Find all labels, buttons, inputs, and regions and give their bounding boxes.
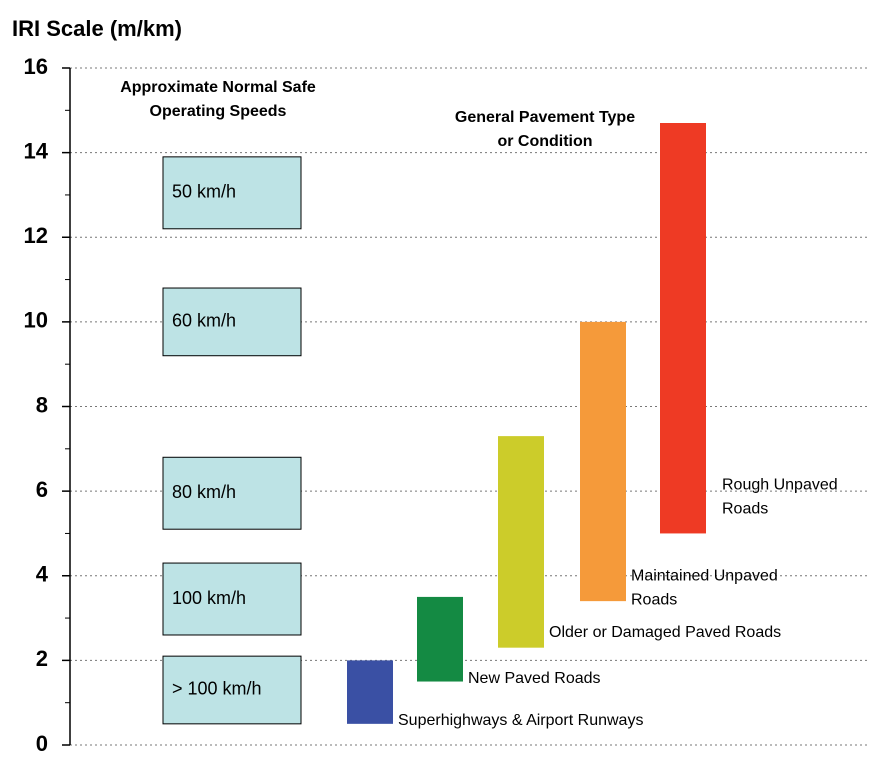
speed-label: > 100 km/h	[172, 679, 262, 699]
chart-title: IRI Scale (m/km)	[12, 16, 182, 41]
y-tick-label: 4	[36, 562, 49, 587]
y-tick-label: 0	[36, 731, 48, 756]
speed-box	[162, 562, 302, 636]
pavement-label: Roads	[631, 591, 677, 608]
pavement-label: Maintained Unpaved	[631, 567, 778, 584]
speed-label: 60 km/h	[172, 311, 236, 331]
speed-box	[162, 456, 302, 530]
pavement-label: Roads	[722, 501, 768, 518]
pavement-label: Superhighways & Airport Runways	[398, 712, 643, 729]
annotation: or Condition	[497, 133, 592, 150]
annotation: Approximate Normal Safe	[120, 79, 316, 96]
pavement-label: Older or Damaged Paved Roads	[549, 624, 781, 641]
pavement-bar	[498, 436, 544, 648]
pavement-bar	[660, 123, 706, 534]
y-tick-label: 16	[24, 54, 48, 79]
pavement-bar	[417, 596, 463, 682]
y-tick-label: 6	[36, 477, 48, 502]
speed-box	[162, 156, 302, 230]
pavement-bar	[580, 321, 626, 602]
y-tick-label: 2	[36, 646, 48, 671]
speed-label: 100 km/h	[172, 588, 246, 608]
y-tick-label: 14	[24, 138, 49, 163]
pavement-label: Rough Unpaved	[722, 477, 838, 494]
speed-label: 80 km/h	[172, 482, 236, 502]
speed-label: 50 km/h	[172, 182, 236, 202]
pavement-bar	[347, 660, 393, 724]
speed-box	[162, 655, 302, 725]
y-tick-label: 10	[24, 308, 48, 333]
y-tick-label: 8	[36, 392, 48, 417]
annotation: General Pavement Type	[455, 109, 635, 126]
speed-box	[162, 287, 302, 357]
pavement-label: New Paved Roads	[468, 670, 601, 687]
y-tick-label: 12	[24, 223, 48, 248]
annotation: Operating Speeds	[150, 103, 287, 120]
